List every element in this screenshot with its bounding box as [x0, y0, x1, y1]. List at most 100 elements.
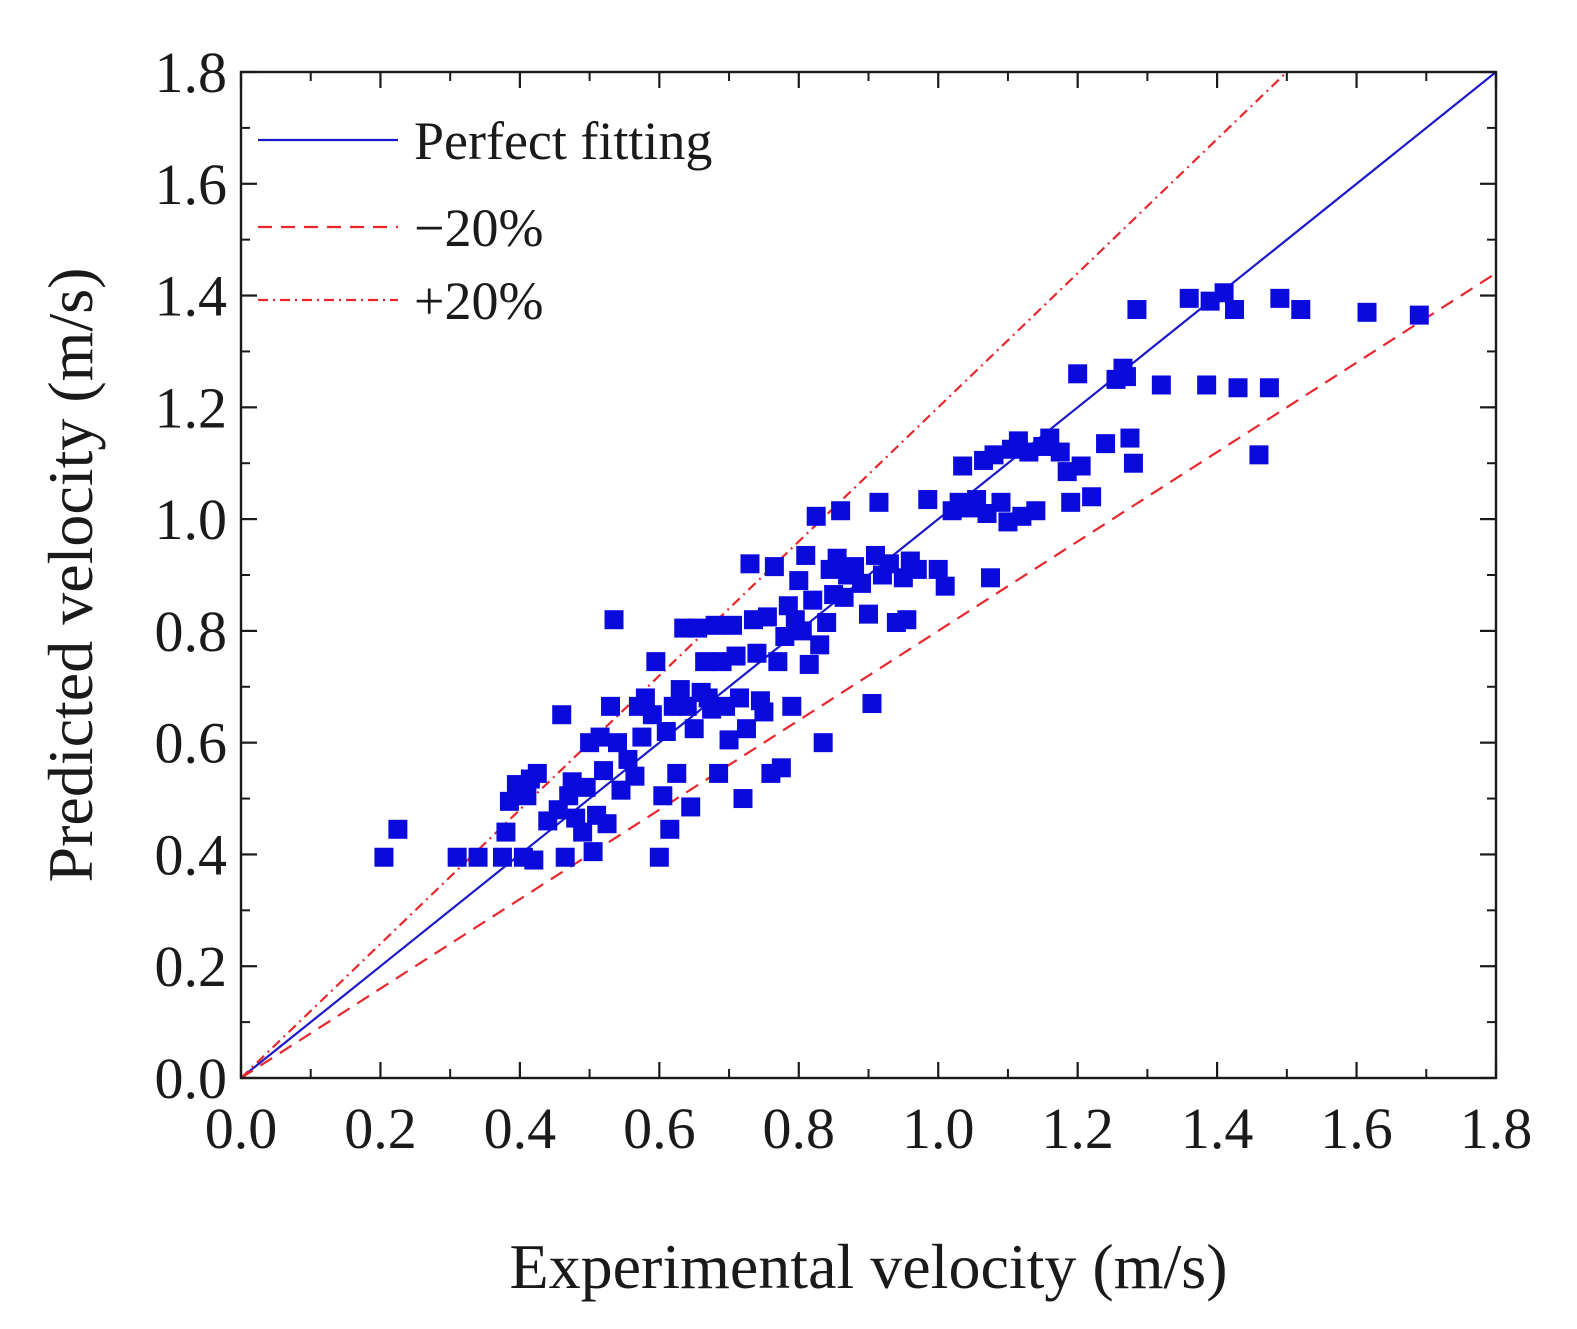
data-point	[862, 694, 882, 714]
y-tick-label: 1.0	[155, 487, 228, 552]
data-point	[618, 749, 638, 769]
data-point	[719, 730, 739, 750]
data-point	[604, 610, 624, 630]
data-point	[632, 727, 652, 747]
data-point	[1270, 288, 1290, 308]
x-tick-label: 1.8	[1460, 1096, 1533, 1161]
data-point	[646, 652, 666, 672]
data-points	[374, 283, 1429, 870]
data-point	[601, 696, 621, 716]
data-point	[660, 819, 680, 839]
data-point	[834, 587, 854, 607]
data-point	[918, 490, 938, 510]
data-point	[775, 626, 795, 646]
legend-label-minus-20: −20%	[414, 198, 543, 258]
y-tick-label: 0.2	[155, 934, 228, 999]
data-point	[768, 652, 788, 672]
data-point	[810, 635, 830, 655]
data-point	[869, 492, 889, 512]
data-point	[684, 719, 704, 739]
data-point	[374, 847, 394, 867]
data-point	[1357, 302, 1377, 322]
data-point	[499, 791, 519, 811]
y-axis-label: Predicted velocity (m/s)	[35, 268, 106, 883]
data-point	[667, 763, 687, 783]
data-point	[928, 559, 948, 579]
data-point	[527, 763, 547, 783]
data-point	[590, 727, 610, 747]
data-point	[806, 506, 826, 526]
data-point	[688, 618, 708, 638]
data-point	[981, 568, 1001, 588]
data-point	[1120, 428, 1140, 448]
data-point	[817, 613, 837, 633]
data-point	[1151, 375, 1171, 395]
data-point	[709, 763, 729, 783]
data-point	[789, 571, 809, 591]
data-point	[1259, 378, 1279, 398]
data-point	[1082, 487, 1102, 507]
data-point	[852, 573, 872, 593]
data-point	[991, 492, 1011, 512]
data-point	[1409, 305, 1429, 325]
data-point	[723, 615, 743, 635]
x-tick-label: 1.6	[1320, 1096, 1393, 1161]
data-point	[799, 654, 819, 674]
data-point	[730, 688, 750, 708]
x-axis-label: Experimental velocity (m/s)	[510, 1231, 1228, 1302]
data-point	[953, 456, 973, 476]
data-point	[757, 607, 777, 627]
data-point	[1249, 445, 1269, 465]
data-point	[552, 705, 572, 725]
data-point	[1179, 288, 1199, 308]
data-point	[1291, 300, 1311, 320]
data-point	[792, 621, 812, 641]
y-tick-label: 1.4	[155, 264, 228, 329]
y-tick-label: 1.2	[155, 375, 228, 440]
data-point	[492, 847, 512, 867]
x-tick-label: 0.4	[484, 1096, 557, 1161]
data-point	[935, 576, 955, 596]
data-point	[625, 766, 645, 786]
data-point	[754, 702, 774, 722]
data-point	[1071, 456, 1091, 476]
data-point	[831, 501, 851, 521]
x-tick-label: 0.0	[205, 1096, 278, 1161]
data-point	[1116, 367, 1136, 387]
legend-label-plus-20: +20%	[414, 271, 543, 331]
y-tick-label: 1.8	[155, 40, 228, 105]
data-point	[907, 559, 927, 579]
data-point	[1068, 364, 1088, 384]
data-point	[796, 545, 816, 565]
data-point	[597, 814, 617, 834]
data-point	[496, 822, 516, 842]
y-tick-label: 0.4	[155, 822, 228, 887]
data-point	[845, 557, 865, 577]
x-tick-label: 0.8	[763, 1096, 836, 1161]
x-tick-label: 0.6	[623, 1096, 696, 1161]
data-point	[1214, 283, 1234, 303]
data-point	[583, 842, 603, 862]
data-point	[733, 789, 753, 809]
data-point	[1096, 434, 1116, 454]
data-point	[747, 643, 767, 663]
data-point	[705, 615, 725, 635]
data-point	[740, 554, 760, 574]
x-tick-label: 1.4	[1181, 1096, 1254, 1161]
data-point	[736, 719, 756, 739]
x-tick-label: 0.2	[344, 1096, 417, 1161]
x-tick-label: 1.0	[902, 1096, 975, 1161]
data-point	[1050, 442, 1070, 462]
data-point	[555, 847, 575, 867]
data-point	[813, 733, 833, 753]
data-point	[695, 652, 715, 672]
data-point	[827, 548, 847, 568]
data-point	[447, 847, 467, 867]
y-tick-label: 0.8	[155, 599, 228, 664]
data-point	[803, 590, 823, 610]
data-point	[859, 604, 878, 624]
plot-frame	[239, 70, 1498, 1080]
data-point	[1123, 453, 1143, 473]
data-point	[1026, 501, 1046, 521]
